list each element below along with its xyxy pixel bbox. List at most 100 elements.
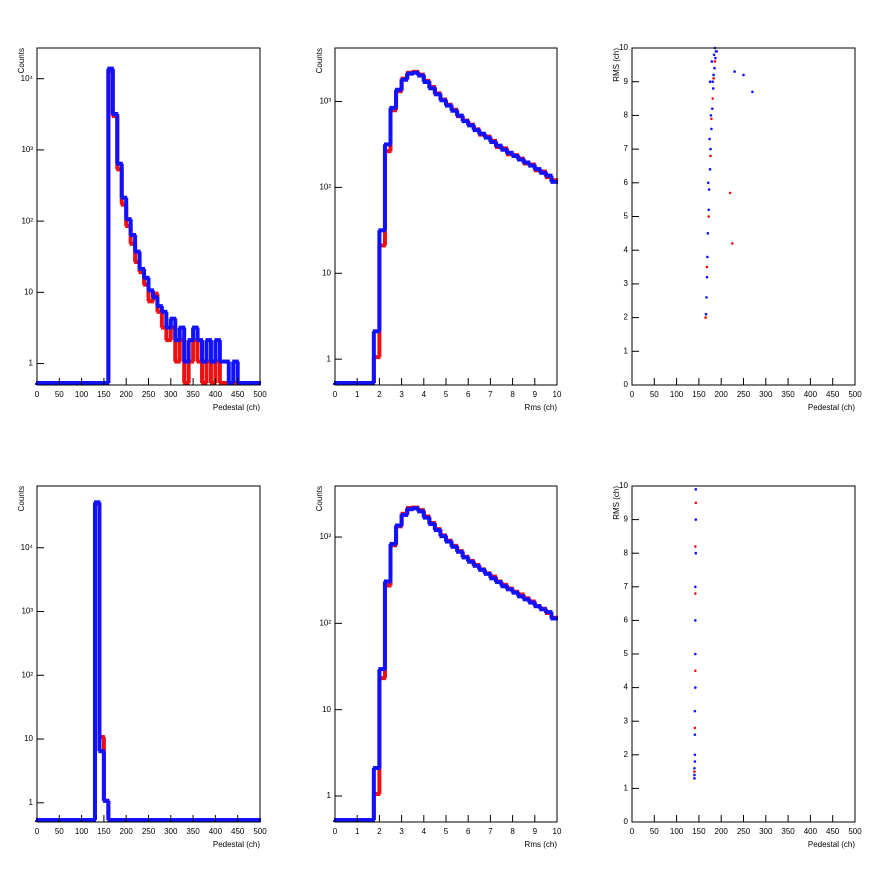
scatter-point — [693, 709, 697, 713]
x-tick-label: 500 — [253, 827, 267, 836]
y-tick-label: 10 — [24, 287, 33, 296]
x-tick-label: 9 — [533, 390, 538, 399]
y-tick-label: 9 — [624, 77, 629, 86]
scatter-point — [704, 312, 708, 316]
x-tick-label: 400 — [209, 827, 223, 836]
x-tick-label: 4 — [422, 827, 427, 836]
x-tick-label: 200 — [715, 827, 729, 836]
x-tick-label: 5 — [444, 390, 449, 399]
scatter-point — [705, 275, 709, 279]
x-tick-label: 250 — [737, 390, 751, 399]
plot-frame — [36, 485, 261, 823]
y-axis-title: RMS (ch) — [612, 486, 621, 520]
scatter-point — [693, 753, 697, 757]
y-tick-label: 6 — [624, 616, 629, 625]
scatter-point — [706, 255, 709, 259]
x-tick-label: 0 — [333, 390, 338, 399]
x-tick-label: 0 — [35, 390, 40, 399]
scatter-point — [707, 188, 711, 191]
scatter-point — [712, 73, 715, 77]
x-tick-label: 0 — [630, 827, 635, 836]
scatter-point — [694, 551, 698, 555]
plot-frame — [631, 485, 856, 823]
x-tick-label: 50 — [650, 390, 659, 399]
y-tick-label: 1 — [327, 791, 332, 800]
y-tick-label: 4 — [624, 245, 629, 254]
scatter-point — [742, 73, 745, 77]
y-tick-label: 1 — [327, 354, 332, 363]
x-tick-label: 1 — [355, 390, 360, 399]
x-tick-label: 7 — [488, 827, 493, 836]
plot-frame — [631, 47, 856, 386]
scatter-point — [707, 208, 711, 212]
scatter-point — [733, 70, 736, 73]
x-tick-label: 350 — [781, 827, 795, 836]
scatter-point — [713, 66, 716, 70]
x-tick-label: 10 — [553, 827, 562, 836]
y-tick-label: 1 — [624, 784, 629, 793]
x-tick-label: 2 — [377, 827, 382, 836]
y-axis-title: RMS (ch) — [612, 48, 621, 82]
x-axis-title: Pedestal (ch) — [808, 403, 855, 412]
scatter-point — [712, 53, 716, 57]
x-tick-label: 7 — [488, 390, 493, 399]
x-tick-label: 6 — [466, 827, 471, 836]
x-axis-title: Rms (ch) — [525, 840, 558, 849]
x-tick-label: 8 — [510, 827, 515, 836]
x-tick-label: 4 — [422, 390, 427, 399]
x-tick-label: 250 — [737, 827, 751, 836]
x-tick-label: 50 — [650, 827, 659, 836]
x-tick-label: 450 — [231, 390, 245, 399]
x-tick-label: 6 — [466, 390, 471, 399]
scatter-point — [693, 770, 696, 773]
scatter-point — [694, 585, 697, 589]
x-axis-title: Pedestal (ch) — [213, 403, 260, 412]
scatter-point — [694, 652, 697, 656]
scatter-point — [731, 242, 734, 245]
scatter-point — [715, 50, 719, 53]
y-tick-label: 6 — [624, 178, 629, 187]
y-tick-label: 8 — [624, 548, 629, 557]
y-tick-label: 10 — [619, 43, 628, 52]
x-tick-label: 300 — [164, 827, 178, 836]
x-tick-label: 500 — [848, 390, 862, 399]
x-tick-label: 1 — [355, 827, 360, 836]
scatter-point — [694, 669, 697, 673]
x-tick-label: 450 — [231, 827, 245, 836]
scatter-point — [709, 147, 712, 151]
y-tick-label: 10³ — [319, 97, 331, 106]
scatter-point — [693, 760, 697, 763]
x-tick-label: 150 — [692, 827, 706, 836]
scatter-point — [706, 232, 710, 235]
y-tick-label: 2 — [624, 313, 629, 322]
x-tick-label: 100 — [670, 390, 684, 399]
scatter-point — [694, 488, 698, 491]
y-tick-label: 8 — [624, 111, 629, 120]
y-tick-label: 4 — [624, 683, 629, 692]
y-axis-title: Counts — [315, 486, 324, 511]
x-tick-label: 300 — [164, 390, 178, 399]
scatter-point — [708, 168, 712, 171]
y-tick-label: 10⁴ — [21, 74, 34, 83]
y-tick-label: 10³ — [21, 145, 33, 154]
x-tick-label: 3 — [399, 827, 404, 836]
x-axis-title: Rms (ch) — [525, 403, 558, 412]
x-tick-label: 50 — [55, 827, 64, 836]
scatter-point — [694, 545, 697, 548]
scatter-point — [706, 181, 710, 185]
x-tick-label: 2 — [377, 390, 382, 399]
scatter-point — [711, 97, 715, 100]
x-tick-label: 350 — [781, 390, 795, 399]
x-tick-label: 8 — [510, 390, 515, 399]
y-tick-label: 10³ — [319, 532, 331, 541]
x-tick-label: 250 — [142, 827, 156, 836]
x-tick-label: 200 — [120, 827, 134, 836]
x-tick-label: 100 — [75, 827, 89, 836]
x-tick-label: 0 — [35, 827, 40, 836]
x-tick-label: 150 — [692, 390, 706, 399]
scatter-point — [694, 619, 697, 622]
scatter-point — [705, 265, 709, 269]
y-tick-label: 10 — [322, 268, 331, 277]
y-tick-label: 10⁴ — [21, 543, 34, 552]
scatter-point — [694, 686, 697, 689]
